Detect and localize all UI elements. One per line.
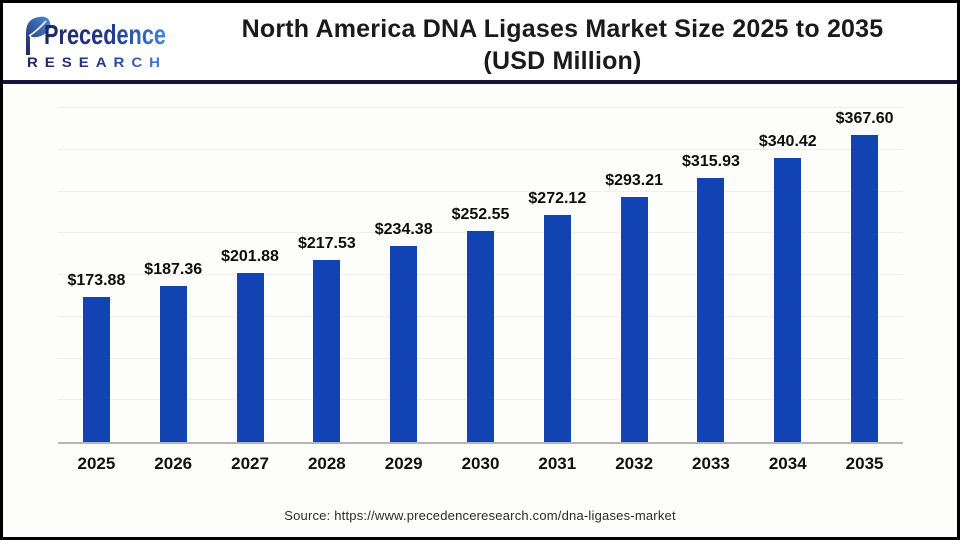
bar-2030 xyxy=(467,231,494,442)
gridline-300 xyxy=(58,190,903,192)
year-label-2035: 2035 xyxy=(845,454,884,473)
value-label-2035: $367.60 xyxy=(835,110,894,128)
value-label-2026: $187.36 xyxy=(144,260,203,278)
logo-word-research: RESEARCH xyxy=(27,54,167,70)
chart-subtitle: (USD Million) xyxy=(483,47,642,75)
x-axis-line xyxy=(58,442,903,444)
bar-2025 xyxy=(82,296,110,442)
value-label-2025: $173.88 xyxy=(67,271,126,289)
bar-2031 xyxy=(543,214,571,442)
year-label-2030: 2030 xyxy=(461,454,500,473)
logo-graphic: Precedence RESEARCH xyxy=(26,16,167,70)
value-label-2030: $252.55 xyxy=(451,206,510,224)
gridline-350 xyxy=(58,148,903,150)
year-label-2032: 2032 xyxy=(615,454,654,473)
year-label-2026: 2026 xyxy=(154,454,193,473)
value-label-2032: $293.21 xyxy=(605,172,664,190)
source-text: Source: https://www.precedenceresearch.c… xyxy=(284,508,676,523)
chart-section: $173.88 $187.36 $201.88 $217.53 $234.38 $252.… xyxy=(3,84,957,537)
x-axis-labels: 2025 2026 2027 2028 2029 2030 2031 2032 2033 2034… xyxy=(58,454,903,476)
bar-2029 xyxy=(390,246,418,442)
chart-title: North America DNA Ligases Market Size 20… xyxy=(241,15,884,43)
year-label-2034: 2034 xyxy=(768,454,807,473)
bar-2033 xyxy=(697,178,725,442)
header-divider xyxy=(3,80,957,84)
year-label-2025: 2025 xyxy=(77,454,116,473)
bar-2026 xyxy=(159,285,187,442)
gridline-400 xyxy=(58,107,903,108)
year-label-2029: 2029 xyxy=(384,454,423,473)
value-label-2031: $272.12 xyxy=(528,189,587,207)
plot-area: $173.88 $187.36 $201.88 $217.53 $234.38 $252.… xyxy=(58,107,903,444)
year-label-2028: 2028 xyxy=(307,454,346,473)
year-label-2031: 2031 xyxy=(538,454,577,473)
bar-2035 xyxy=(851,135,879,442)
bar-2034 xyxy=(774,157,802,442)
bar-2032 xyxy=(620,197,648,442)
leaf-p-icon xyxy=(26,16,51,56)
year-label-2027: 2027 xyxy=(231,454,269,473)
value-label-2033: $315.93 xyxy=(682,153,740,171)
value-label-2028: $217.53 xyxy=(297,235,356,253)
value-label-2027: $201.88 xyxy=(221,248,279,266)
bar-2028 xyxy=(313,260,341,442)
bar-2027 xyxy=(236,273,264,442)
value-label-2029: $234.38 xyxy=(374,221,433,239)
title-block: North America DNA Ligases Market Size 20… xyxy=(203,3,922,77)
header: Precedence RESEARCH North America DNA Li… xyxy=(3,3,957,80)
year-label-2033: 2033 xyxy=(692,454,730,473)
value-label-2034: $340.42 xyxy=(758,132,817,150)
logo-word-precedence: Precedence xyxy=(44,19,166,50)
precedence-research-logo: Precedence RESEARCH xyxy=(17,13,197,80)
